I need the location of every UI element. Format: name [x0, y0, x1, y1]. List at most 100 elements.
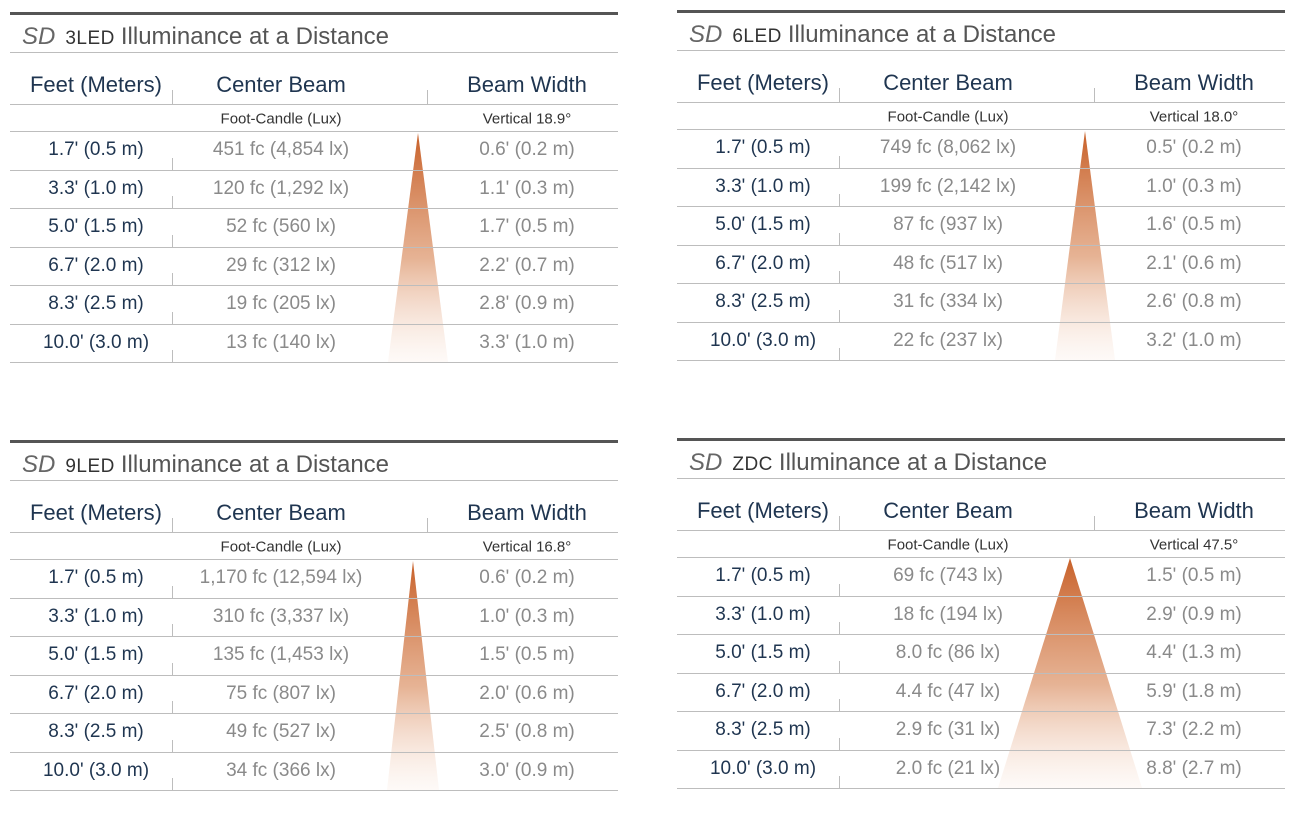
rule: [677, 530, 1285, 531]
table-cell: 10.0' (3.0 m): [42, 331, 150, 353]
rule: [677, 788, 1285, 789]
table-cell: 7.3' (2.2 m): [1146, 719, 1242, 741]
table-panel: SD ZDC Illuminance at a Distance Feet (Mete…: [677, 438, 1285, 790]
separator: [172, 518, 173, 532]
cone-shape: [387, 561, 439, 790]
rule: [677, 244, 1285, 246]
rule: [677, 749, 1285, 751]
rule: [10, 246, 618, 248]
table-cell: 2.9 fc (31 lx): [895, 719, 1001, 741]
title-model: 9LED: [65, 456, 115, 477]
rule: [677, 50, 1285, 51]
table-cell: 1.0' (0.3 m): [479, 605, 575, 627]
table-cell: 1.7' (0.5 m): [48, 567, 144, 589]
separator: [172, 157, 173, 170]
table-cell: 5.0' (1.5 m): [48, 644, 144, 666]
table-cell: 2.6' (0.8 m): [1146, 291, 1242, 313]
table-cell: 2.0 fc (21 lx): [895, 757, 1001, 779]
beam-cone: [1055, 131, 1115, 360]
table-cell: 1.7' (0.5 m): [715, 137, 811, 159]
table-cell: 10.0' (3.0 m): [709, 329, 817, 351]
rule: [10, 713, 618, 714]
rule: [677, 557, 1285, 558]
table-cell: 3.2' (1.0 m): [1146, 329, 1242, 351]
title-text: Illuminance at a Distance: [778, 449, 1048, 476]
separator: [172, 90, 173, 104]
separator: [172, 234, 173, 247]
table-title: SD 9LED Illuminance at a Distance: [22, 450, 389, 480]
table-cell: 3.3' (1.0 m): [715, 175, 811, 197]
top-rule: [10, 12, 618, 15]
table-cell: 1.0' (0.3 m): [1146, 175, 1242, 197]
title-text: Illuminance at a Distance: [787, 21, 1057, 48]
column-header: Feet (Meters): [29, 500, 163, 525]
table-cell: 8.3' (2.5 m): [715, 291, 811, 313]
table-cell: 2.5' (0.8 m): [479, 721, 575, 743]
rule: [10, 104, 618, 105]
rule: [677, 206, 1285, 207]
table-cell: 29 fc (312 lx): [226, 254, 336, 276]
rule: [677, 595, 1285, 597]
table-cell: 1.7' (0.5 m): [479, 216, 575, 238]
sub-header: Foot-Candle (Lux): [220, 538, 342, 556]
table-cell: 8.8' (2.7 m): [1146, 757, 1242, 779]
separator: [839, 737, 840, 750]
table-cell: 0.5' (0.2 m): [1146, 137, 1242, 159]
table-cell: 310 fc (3,337 lx): [212, 605, 350, 627]
table-cell: 8.3' (2.5 m): [48, 293, 144, 315]
separator: [839, 622, 840, 634]
table-cell: 1.5' (0.5 m): [1146, 565, 1242, 587]
table-cell: 10.0' (3.0 m): [42, 759, 150, 781]
column-header: Center Beam: [883, 498, 1013, 523]
table-cell: 6.7' (2.0 m): [715, 252, 811, 274]
sub-header: Foot-Candle (Lux): [220, 110, 342, 128]
table-cell: 749 fc (8,062 lx): [879, 137, 1017, 159]
table-cell: 52 fc (560 lx): [226, 216, 336, 238]
column-header: Feet (Meters): [696, 498, 830, 523]
table-cell: 135 fc (1,453 lx): [212, 644, 350, 666]
table-cell: 6.7' (2.0 m): [48, 682, 144, 704]
table-title: SD ZDC Illuminance at a Distance: [689, 448, 1047, 478]
title-brand: SD: [689, 449, 723, 476]
table-cell: 3.3' (1.0 m): [479, 331, 575, 353]
table-cell: 1.6' (0.5 m): [1146, 214, 1242, 236]
rule: [10, 362, 618, 363]
title-model: 3LED: [65, 28, 115, 49]
separator: [839, 309, 840, 322]
table-cell: 3.3' (1.0 m): [48, 177, 144, 199]
rule: [10, 674, 618, 676]
rule: [10, 323, 618, 325]
beam-cone: [387, 561, 439, 790]
rule: [10, 597, 618, 599]
table-cell: 0.6' (0.2 m): [479, 567, 575, 589]
separator: [172, 350, 173, 362]
separator: [172, 196, 173, 208]
rule: [677, 711, 1285, 712]
column-header: Beam Width: [467, 72, 587, 97]
title-model: 6LED: [732, 26, 782, 47]
separator: [1094, 88, 1095, 102]
table-cell: 4.4 fc (47 lx): [895, 680, 1001, 702]
sub-header: Vertical 18.0°: [1149, 108, 1239, 126]
rule: [677, 283, 1285, 284]
separator: [172, 701, 173, 713]
table-panel: SD 6LED Illuminance at a Distance Feet (Met…: [677, 10, 1285, 362]
table-cell: 2.9' (0.9 m): [1146, 603, 1242, 625]
top-rule: [677, 10, 1285, 13]
table-cell: 1.5' (0.5 m): [479, 644, 575, 666]
table-cell: 75 fc (807 lx): [226, 682, 336, 704]
rule: [677, 478, 1285, 479]
column-header: Feet (Meters): [696, 70, 830, 95]
table-cell: 10.0' (3.0 m): [709, 757, 817, 779]
table-cell: 4.4' (1.3 m): [1146, 642, 1242, 664]
table-cell: 49 fc (527 lx): [226, 721, 336, 743]
rule: [677, 672, 1285, 674]
table-cell: 5.0' (1.5 m): [48, 216, 144, 238]
separator: [839, 776, 840, 788]
sub-header: Vertical 18.9°: [482, 110, 572, 128]
column-header: Center Beam: [216, 72, 346, 97]
column-header: Center Beam: [216, 500, 346, 525]
table-cell: 19 fc (205 lx): [226, 293, 336, 315]
rule: [10, 751, 618, 753]
